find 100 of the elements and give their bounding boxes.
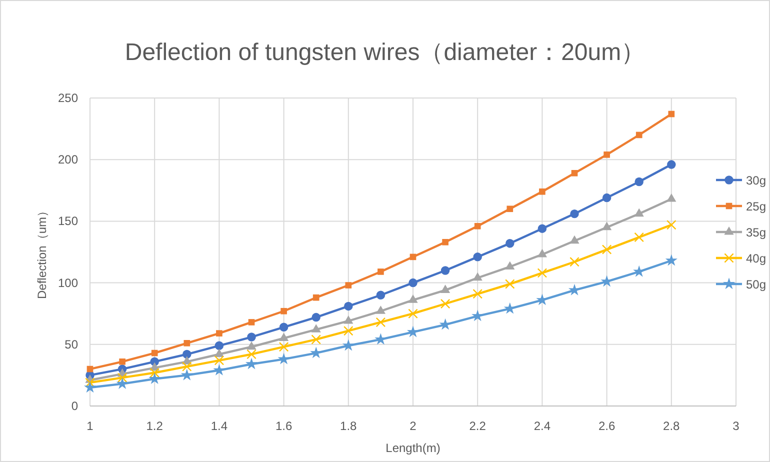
- point: [506, 239, 514, 248]
- x-tick-label: 1.6: [275, 419, 292, 433]
- point: [117, 372, 128, 383]
- point: [312, 312, 320, 322]
- point: [182, 362, 192, 372]
- x-tick-label: 1.8: [340, 419, 358, 433]
- point: [278, 342, 289, 352]
- y-tick-label: 250: [58, 91, 78, 105]
- point: [214, 356, 224, 366]
- point: [665, 254, 678, 266]
- point: [214, 341, 224, 350]
- point: [570, 235, 580, 244]
- point: [84, 381, 96, 393]
- legend-label: 25g: [746, 200, 766, 214]
- point: [408, 294, 418, 303]
- point: [247, 332, 256, 342]
- point: [86, 366, 94, 372]
- point: [376, 317, 386, 328]
- point: [150, 368, 160, 378]
- point: [440, 266, 450, 275]
- point: [344, 315, 354, 324]
- y-tick-label: 200: [58, 152, 78, 167]
- point: [116, 377, 128, 389]
- chart-title: Deflection of tungsten wires（diameter：20um）: [124, 39, 646, 66]
- y-tick-label: 50: [64, 337, 78, 352]
- point: [246, 341, 256, 350]
- point: [634, 208, 644, 217]
- point: [473, 252, 482, 262]
- y-axis-title: Deflection（um）: [35, 204, 49, 300]
- x-tick-label: 1: [86, 419, 94, 433]
- point: [278, 332, 289, 342]
- point: [148, 372, 161, 384]
- x-tick-label: 2.6: [598, 419, 616, 433]
- legend-label: 40g: [746, 252, 766, 266]
- point: [279, 322, 288, 332]
- x-tick-label: 1.2: [146, 419, 164, 433]
- y-tick-label: 100: [58, 276, 78, 290]
- x-tick-label: 2.2: [469, 419, 486, 433]
- legend-label: 30g: [746, 174, 766, 188]
- y-tick-label: 150: [58, 214, 78, 228]
- point: [539, 188, 546, 195]
- point: [440, 298, 450, 309]
- x-tick-label: 2.8: [663, 419, 680, 433]
- point: [602, 244, 612, 254]
- point: [505, 279, 515, 289]
- point: [636, 132, 642, 138]
- x-tick-label: 2: [410, 419, 417, 433]
- point: [666, 220, 676, 230]
- point: [151, 350, 158, 356]
- point: [604, 152, 610, 158]
- point: [213, 364, 226, 376]
- x-tick-label: 3: [732, 419, 740, 433]
- point: [505, 261, 515, 270]
- point: [472, 272, 482, 281]
- point: [634, 232, 644, 242]
- x-tick-label: 1.4: [210, 419, 228, 433]
- point: [440, 284, 450, 293]
- x-axis-title: Length(m): [386, 441, 440, 455]
- legend-label: 35g: [746, 226, 766, 240]
- point: [472, 288, 482, 299]
- point: [570, 256, 580, 267]
- point: [602, 222, 612, 230]
- point: [280, 308, 287, 314]
- point: [376, 290, 386, 300]
- point: [634, 177, 644, 186]
- point: [311, 334, 321, 344]
- x-tick-label: 2.4: [534, 419, 551, 433]
- point: [312, 294, 320, 301]
- point: [666, 193, 676, 202]
- point: [214, 348, 224, 358]
- point: [180, 368, 193, 380]
- point: [408, 308, 418, 318]
- point: [344, 302, 353, 311]
- point: [344, 326, 354, 336]
- point: [246, 349, 256, 360]
- point: [442, 238, 448, 246]
- point: [342, 339, 354, 351]
- point: [345, 282, 352, 288]
- point: [537, 248, 548, 258]
- legend-label: 50g: [746, 278, 766, 292]
- point: [184, 340, 190, 346]
- point: [216, 330, 222, 336]
- y-tick-label: 0: [71, 399, 78, 413]
- point: [537, 268, 548, 278]
- point: [571, 170, 578, 176]
- point: [410, 254, 416, 260]
- point: [602, 193, 612, 202]
- point: [668, 110, 675, 118]
- point: [376, 306, 386, 314]
- point: [474, 222, 481, 230]
- point: [278, 352, 290, 364]
- point: [408, 278, 418, 288]
- point: [311, 324, 321, 332]
- point: [182, 350, 192, 359]
- point: [667, 160, 676, 169]
- point: [119, 358, 126, 365]
- point: [538, 224, 547, 233]
- point: [85, 378, 95, 388]
- point: [506, 206, 514, 212]
- point: [248, 319, 255, 326]
